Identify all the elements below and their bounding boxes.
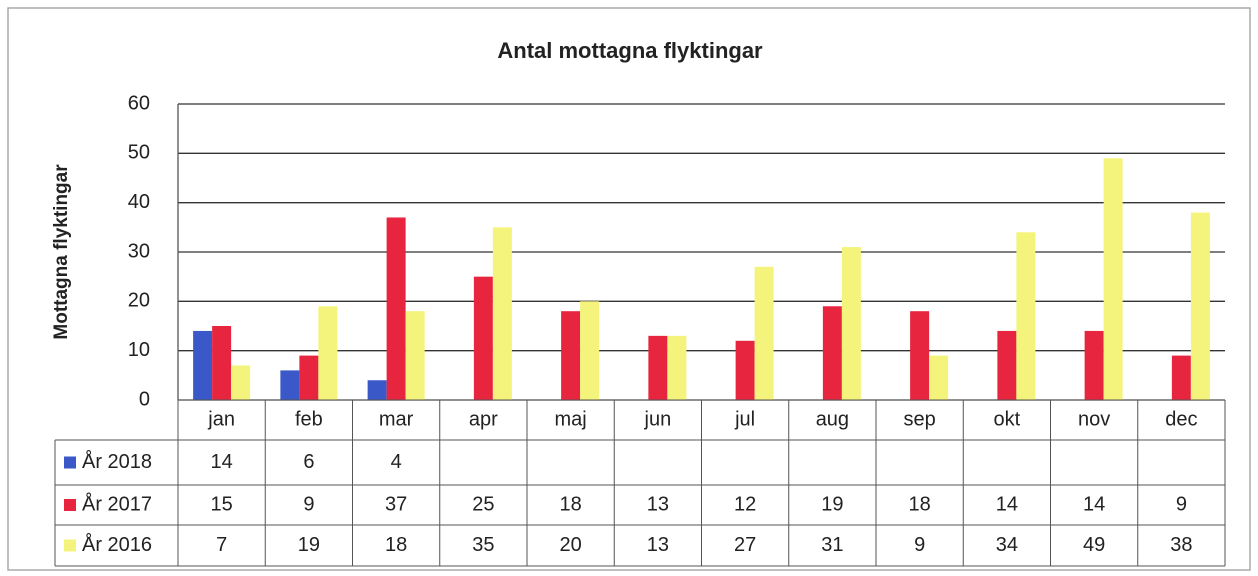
bar	[473, 276, 493, 400]
y-tick-label: 60	[128, 92, 150, 114]
table-cell: 27	[734, 534, 756, 556]
x-tick-label: maj	[555, 408, 587, 430]
bar	[667, 335, 687, 400]
bar	[231, 365, 251, 400]
bar	[648, 335, 668, 400]
x-tick-label: apr	[469, 408, 498, 430]
bar	[561, 311, 581, 400]
bar	[910, 311, 930, 400]
y-tick-label: 40	[128, 191, 150, 213]
legend-key	[64, 539, 76, 552]
bar	[580, 301, 600, 400]
legend-label: År 2017	[82, 492, 152, 515]
table-cell: 12	[734, 493, 756, 515]
table-cell: 6	[303, 451, 314, 473]
x-tick-label: aug	[816, 408, 849, 430]
table-cell: 18	[560, 493, 582, 515]
bar	[299, 355, 319, 400]
table-cell: 18	[385, 534, 407, 556]
table-cell: 4	[391, 451, 402, 473]
bar	[367, 380, 387, 400]
bar	[492, 227, 512, 400]
y-axis-title: Mottagna flyktingar	[51, 164, 72, 340]
table-cell: 13	[647, 534, 669, 556]
bar	[405, 311, 425, 400]
bar	[841, 247, 861, 400]
y-tick-label: 10	[128, 339, 150, 361]
bar	[822, 306, 842, 400]
table-cell: 19	[821, 493, 843, 515]
y-tick-label: 30	[128, 240, 150, 262]
table-cell: 14	[996, 493, 1018, 515]
bar	[1084, 330, 1104, 400]
x-tick-label: mar	[379, 408, 414, 430]
table-cell: 9	[303, 493, 314, 515]
x-tick-label: okt	[994, 408, 1021, 430]
x-tick-label: sep	[904, 408, 936, 430]
y-tick-label: 0	[139, 388, 150, 410]
bar	[754, 266, 774, 400]
legend-key	[64, 456, 76, 469]
bar	[318, 306, 338, 400]
x-tick-label: jun	[644, 408, 672, 430]
bar	[280, 370, 300, 400]
bar	[1171, 355, 1191, 400]
table-cell: 34	[996, 534, 1018, 556]
y-tick-label: 20	[128, 290, 150, 312]
table-cell: 25	[472, 493, 494, 515]
table-cell: 18	[909, 493, 931, 515]
table-cell: 38	[1170, 534, 1192, 556]
chart-title: Antal mottagna flyktingar	[497, 38, 763, 63]
table-cell: 9	[914, 534, 925, 556]
x-tick-label: dec	[1165, 408, 1197, 430]
table-cell: 7	[216, 534, 227, 556]
table-cell: 19	[298, 534, 320, 556]
table-cell: 9	[1176, 493, 1187, 515]
table-cell: 20	[560, 534, 582, 556]
y-tick-label: 50	[128, 142, 150, 164]
table-cell: 31	[821, 534, 843, 556]
legend-label: År 2018	[82, 450, 152, 473]
frame	[7, 7, 1251, 571]
bar	[1103, 158, 1123, 400]
x-tick-label: jul	[734, 408, 755, 430]
bar	[212, 326, 232, 400]
table-cell: 15	[211, 493, 233, 515]
table-cell: 14	[211, 451, 233, 473]
x-tick-label: jan	[207, 408, 235, 430]
table-cell: 35	[472, 534, 494, 556]
bar	[1190, 212, 1210, 400]
table-cell: 49	[1083, 534, 1105, 556]
legend-key	[64, 499, 76, 511]
bar	[997, 330, 1017, 400]
bar	[735, 340, 755, 400]
legend-label: År 2016	[82, 533, 152, 556]
bar	[386, 217, 406, 400]
x-tick-label: nov	[1078, 408, 1110, 430]
x-tick-label: feb	[295, 408, 323, 430]
table-cell: 13	[647, 493, 669, 515]
bar	[193, 330, 213, 400]
table-cell: 14	[1083, 493, 1105, 515]
bar	[1016, 232, 1036, 400]
table-cell: 37	[385, 493, 407, 515]
bar	[929, 355, 949, 400]
